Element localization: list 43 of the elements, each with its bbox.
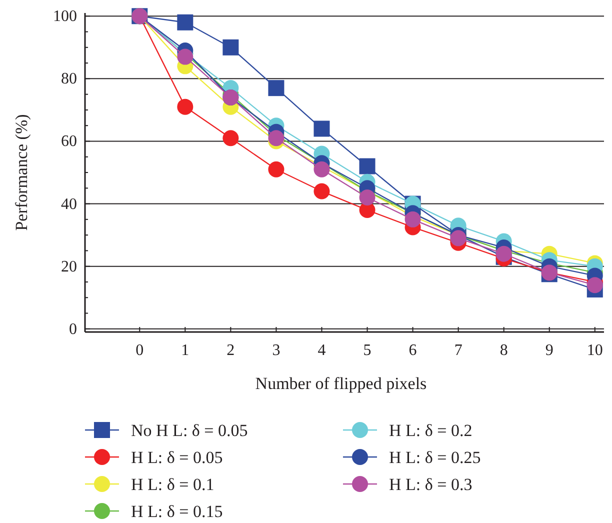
point	[222, 39, 239, 56]
point	[268, 161, 284, 178]
x-tick-label: 10	[586, 342, 603, 359]
point	[177, 98, 194, 115]
y-tick-label: 0	[69, 320, 77, 338]
point	[314, 183, 330, 200]
legend-label: H L: δ = 0.2	[389, 421, 472, 440]
point	[314, 120, 330, 137]
point	[177, 48, 194, 65]
point	[177, 14, 194, 30]
point	[314, 161, 330, 178]
x-tick-label: 9	[545, 342, 554, 359]
legend-label: No H L: δ = 0.05	[131, 421, 248, 440]
legend-label: H L: δ = 0.3	[389, 475, 472, 494]
x-tick-label: 0	[136, 342, 144, 359]
x-tick-label: 5	[363, 342, 372, 359]
x-tick-label: 4	[318, 342, 326, 359]
x-axis-title: Number of flipped pixels	[255, 374, 427, 393]
point	[359, 190, 376, 206]
point	[404, 211, 421, 228]
x-tick-label: 2	[226, 342, 235, 359]
point	[496, 246, 512, 262]
y-tick-label: 100	[53, 8, 77, 26]
point	[359, 158, 376, 174]
legend-label: H L: δ = 0.05	[131, 448, 223, 467]
y-tick-label: 40	[61, 196, 77, 213]
x-tick-label: 6	[408, 342, 417, 359]
x-tick-label: 3	[272, 342, 280, 359]
legend-label: H L: δ = 0.25	[389, 448, 481, 467]
point	[586, 277, 603, 294]
legend-label: H L: δ = 0.15	[131, 502, 223, 521]
y-axis-title: Performance (%)	[12, 114, 31, 231]
y-tick-label: 60	[61, 133, 77, 150]
point	[450, 230, 466, 246]
y-tick-label: 80	[61, 70, 77, 88]
legend-label: H L: δ = 0.1	[131, 475, 214, 494]
y-tick-label: 20	[61, 258, 77, 276]
x-tick-label: 1	[181, 342, 190, 359]
x-tick-label: 8	[500, 342, 508, 359]
point	[222, 130, 239, 146]
x-tick-label: 7	[454, 342, 462, 359]
point	[268, 130, 284, 146]
point	[268, 80, 284, 96]
